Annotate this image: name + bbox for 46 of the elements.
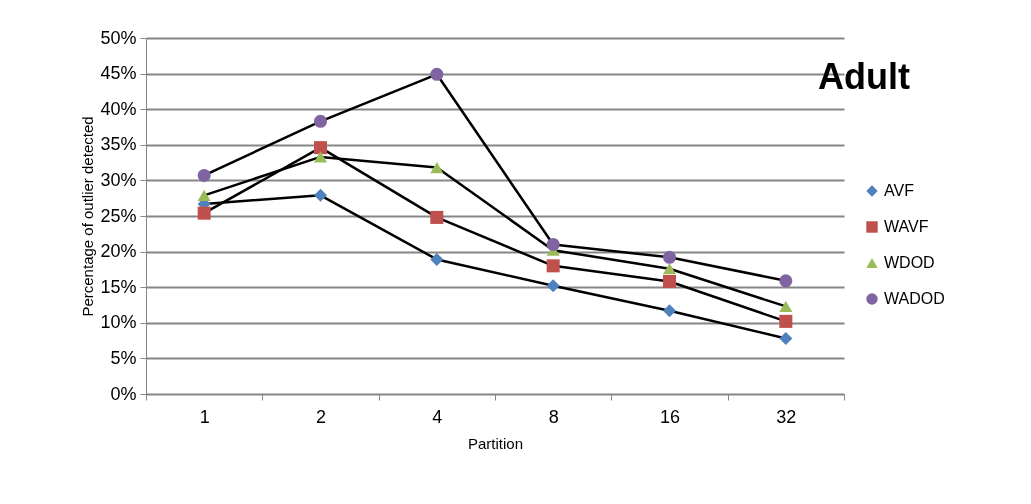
y-tick-label: 15% xyxy=(100,276,137,297)
x-tick-label: 16 xyxy=(659,406,681,427)
y-tick-label: 20% xyxy=(100,241,137,262)
point xyxy=(197,168,211,182)
x-tick-label: 32 xyxy=(776,406,797,427)
point xyxy=(313,114,328,128)
x-tick-label: 4 xyxy=(432,406,443,427)
point xyxy=(430,67,444,81)
y-tick-label: 10% xyxy=(100,312,137,333)
y-tick-label: 50% xyxy=(100,27,137,48)
point xyxy=(779,274,793,288)
text: Adult xyxy=(818,56,911,97)
point xyxy=(197,189,211,201)
x-axis-title: Partition xyxy=(467,434,524,452)
point xyxy=(662,250,677,264)
point xyxy=(662,304,677,318)
y-tick-label: 0% xyxy=(110,383,137,404)
y-tick-label: 5% xyxy=(110,347,137,368)
x-tick-label: 2 xyxy=(315,406,327,427)
point xyxy=(779,331,793,345)
y-tick-label: 35% xyxy=(100,134,137,155)
point xyxy=(662,274,677,289)
point xyxy=(779,314,793,328)
x-tick-label: 8 xyxy=(548,406,559,427)
legend-label: WADOD xyxy=(884,290,945,307)
point xyxy=(546,237,560,251)
x-tick-label: 1 xyxy=(199,406,210,427)
point xyxy=(313,141,328,155)
y-tick-label: 25% xyxy=(100,205,137,226)
point xyxy=(546,279,560,293)
point xyxy=(430,252,444,266)
legend-label: WAVF xyxy=(884,218,929,235)
y-axis-title: Percentage of outlier detected xyxy=(79,116,97,317)
point xyxy=(197,206,211,220)
y-tick-label: 30% xyxy=(100,169,137,190)
legend-label: AVF xyxy=(884,182,915,199)
point xyxy=(779,300,793,313)
point xyxy=(662,263,677,275)
y-tick-label: 40% xyxy=(100,98,137,119)
legend-label: WDOD xyxy=(884,254,935,271)
point xyxy=(430,210,444,224)
y-tick-label: 45% xyxy=(100,63,137,84)
point xyxy=(546,259,560,273)
point xyxy=(430,161,444,174)
point xyxy=(313,151,328,163)
point xyxy=(313,188,328,202)
